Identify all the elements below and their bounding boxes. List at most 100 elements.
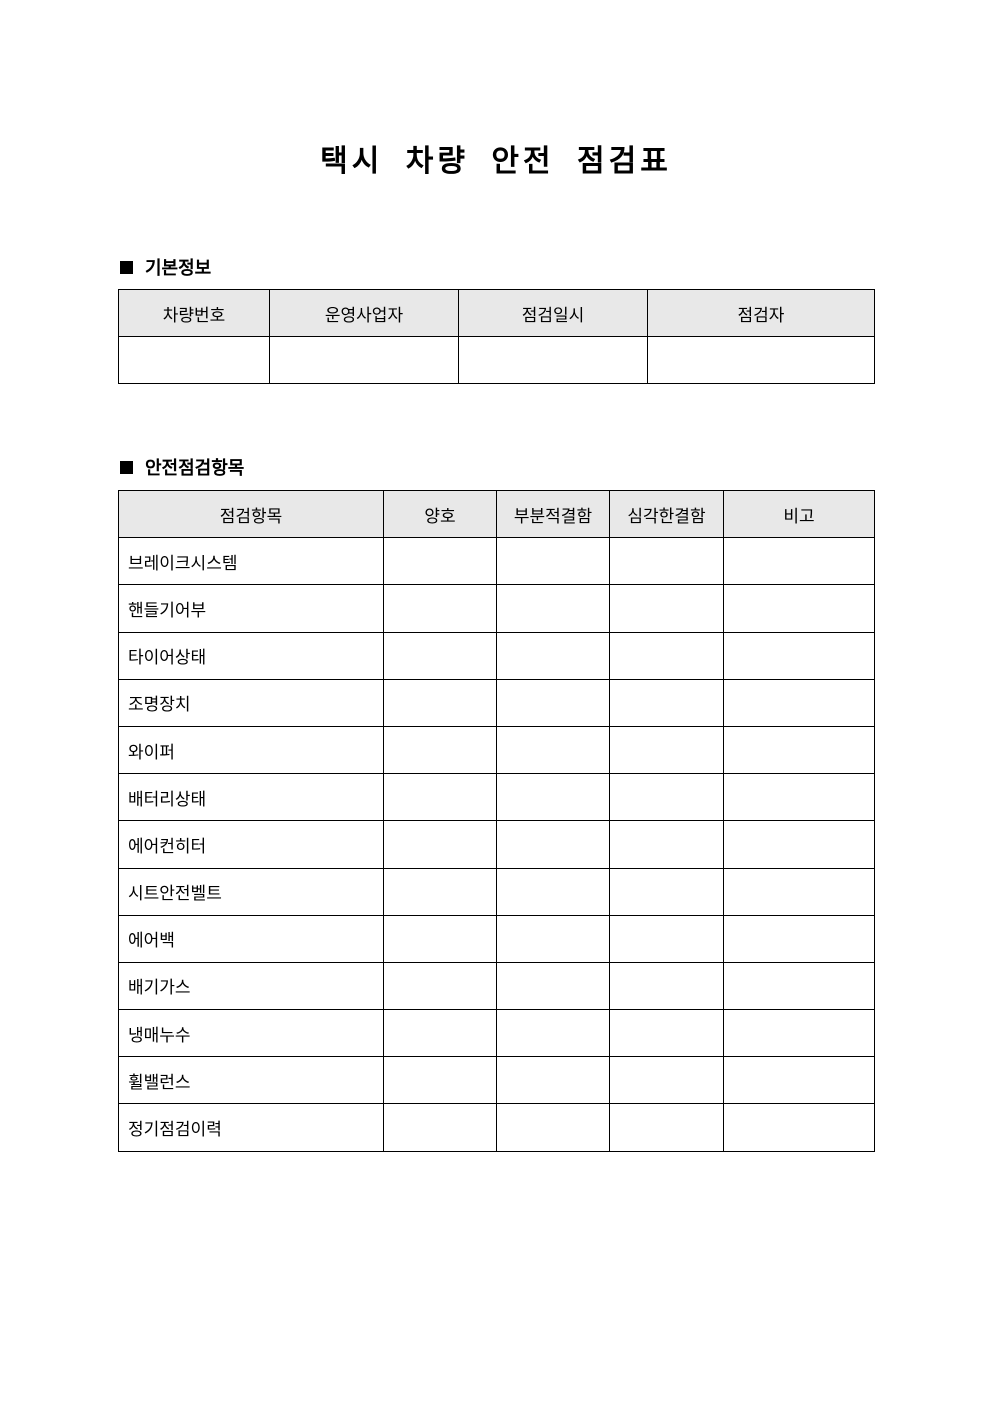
table-header-row: 차량번호 운영사업자 점검일시 점검자: [118, 289, 875, 337]
partial-defect-cell[interactable]: [496, 725, 610, 775]
remarks-cell[interactable]: [723, 631, 875, 680]
table-row: 와이퍼: [118, 725, 875, 775]
serious-defect-cell[interactable]: [609, 961, 724, 1011]
remarks-cell[interactable]: [723, 961, 875, 1011]
check-item-label: 브레이크시스템: [118, 537, 384, 586]
header-cell: 심각한결함: [609, 489, 724, 539]
header-cell: 점검일시: [458, 289, 648, 337]
table-row: 에어컨히터: [118, 820, 875, 869]
basic-info-table: 차량번호 운영사업자 점검일시 점검자: [118, 289, 875, 384]
table-row: 타이어상태: [118, 631, 875, 680]
vehicle-number-field[interactable]: [118, 336, 270, 384]
good-cell[interactable]: [383, 584, 497, 633]
header-cell: 비고: [723, 489, 875, 539]
safety-check-table: 점검항목 양호 부분적결함 심각한결함 비고 브레이크시스템 핸들기어부 타이어상태…: [118, 489, 875, 1152]
remarks-cell[interactable]: [723, 914, 875, 963]
partial-defect-cell[interactable]: [496, 1056, 610, 1105]
partial-defect-cell[interactable]: [496, 631, 610, 680]
partial-defect-cell[interactable]: [496, 867, 610, 916]
check-item-label: 냉매누수: [118, 1009, 384, 1058]
section-label: 안전점검항목: [145, 458, 245, 479]
serious-defect-cell[interactable]: [609, 725, 724, 775]
serious-defect-cell[interactable]: [609, 914, 724, 963]
table-row: 배기가스: [118, 961, 875, 1011]
check-item-label: 정기점검이력: [118, 1103, 384, 1152]
partial-defect-cell[interactable]: [496, 584, 610, 633]
serious-defect-cell[interactable]: [609, 867, 724, 916]
page-title: 택시 차량 안전 점검표: [320, 144, 672, 179]
good-cell[interactable]: [383, 1103, 497, 1152]
partial-defect-cell[interactable]: [496, 820, 610, 869]
good-cell[interactable]: [383, 678, 497, 727]
header-cell: 부분적결함: [496, 489, 610, 539]
serious-defect-cell[interactable]: [609, 820, 724, 869]
inspector-field[interactable]: [647, 336, 875, 384]
square-bullet-icon: [120, 260, 133, 274]
remarks-cell[interactable]: [723, 1009, 875, 1058]
table-row: 핸들기어부: [118, 584, 875, 633]
inspection-date-field[interactable]: [458, 336, 648, 384]
serious-defect-cell[interactable]: [609, 1009, 724, 1058]
partial-defect-cell[interactable]: [496, 1103, 610, 1152]
partial-defect-cell[interactable]: [496, 961, 610, 1011]
table-row: 조명장치: [118, 678, 875, 727]
operator-field[interactable]: [269, 336, 459, 384]
serious-defect-cell[interactable]: [609, 773, 724, 822]
remarks-cell[interactable]: [723, 867, 875, 916]
header-cell: 양호: [383, 489, 497, 539]
serious-defect-cell[interactable]: [609, 678, 724, 727]
remarks-cell[interactable]: [723, 820, 875, 869]
good-cell[interactable]: [383, 961, 497, 1011]
section-heading-safety-check: 안전점검항목: [120, 454, 244, 480]
partial-defect-cell[interactable]: [496, 773, 610, 822]
serious-defect-cell[interactable]: [609, 631, 724, 680]
partial-defect-cell[interactable]: [496, 1009, 610, 1058]
remarks-cell[interactable]: [723, 725, 875, 775]
check-item-label: 휠밸런스: [118, 1056, 384, 1105]
section-heading-basic-info: 기본정보: [120, 254, 211, 280]
table-row: 에어백: [118, 914, 875, 963]
good-cell[interactable]: [383, 631, 497, 680]
table-row: [118, 336, 875, 384]
partial-defect-cell[interactable]: [496, 537, 610, 586]
remarks-cell[interactable]: [723, 678, 875, 727]
table-row: 정기점검이력: [118, 1103, 875, 1152]
serious-defect-cell[interactable]: [609, 584, 724, 633]
good-cell[interactable]: [383, 1056, 497, 1105]
remarks-cell[interactable]: [723, 1056, 875, 1105]
check-item-label: 배기가스: [118, 961, 384, 1011]
section-label: 기본정보: [145, 258, 212, 279]
header-cell: 차량번호: [118, 289, 270, 337]
serious-defect-cell[interactable]: [609, 1103, 724, 1152]
remarks-cell[interactable]: [723, 537, 875, 586]
partial-defect-cell[interactable]: [496, 914, 610, 963]
table-row: 시트안전벨트: [118, 867, 875, 916]
good-cell[interactable]: [383, 1009, 497, 1058]
good-cell[interactable]: [383, 725, 497, 775]
remarks-cell[interactable]: [723, 1103, 875, 1152]
check-item-label: 에어백: [118, 914, 384, 963]
header-cell: 운영사업자: [269, 289, 459, 337]
check-item-label: 조명장치: [118, 678, 384, 727]
check-item-label: 핸들기어부: [118, 584, 384, 633]
remarks-cell[interactable]: [723, 773, 875, 822]
table-row: 브레이크시스템: [118, 537, 875, 586]
good-cell[interactable]: [383, 867, 497, 916]
check-item-label: 타이어상태: [118, 631, 384, 680]
table-row: 냉매누수: [118, 1009, 875, 1058]
check-item-label: 와이퍼: [118, 725, 384, 775]
header-cell: 점검자: [647, 289, 875, 337]
header-cell: 점검항목: [118, 489, 384, 539]
serious-defect-cell[interactable]: [609, 537, 724, 586]
check-item-label: 시트안전벨트: [118, 867, 384, 916]
partial-defect-cell[interactable]: [496, 678, 610, 727]
good-cell[interactable]: [383, 773, 497, 822]
good-cell[interactable]: [383, 537, 497, 586]
good-cell[interactable]: [383, 820, 497, 869]
serious-defect-cell[interactable]: [609, 1056, 724, 1105]
square-bullet-icon: [120, 460, 133, 474]
table-row: 휠밸런스: [118, 1056, 875, 1105]
good-cell[interactable]: [383, 914, 497, 963]
check-item-label: 배터리상태: [118, 773, 384, 822]
remarks-cell[interactable]: [723, 584, 875, 633]
